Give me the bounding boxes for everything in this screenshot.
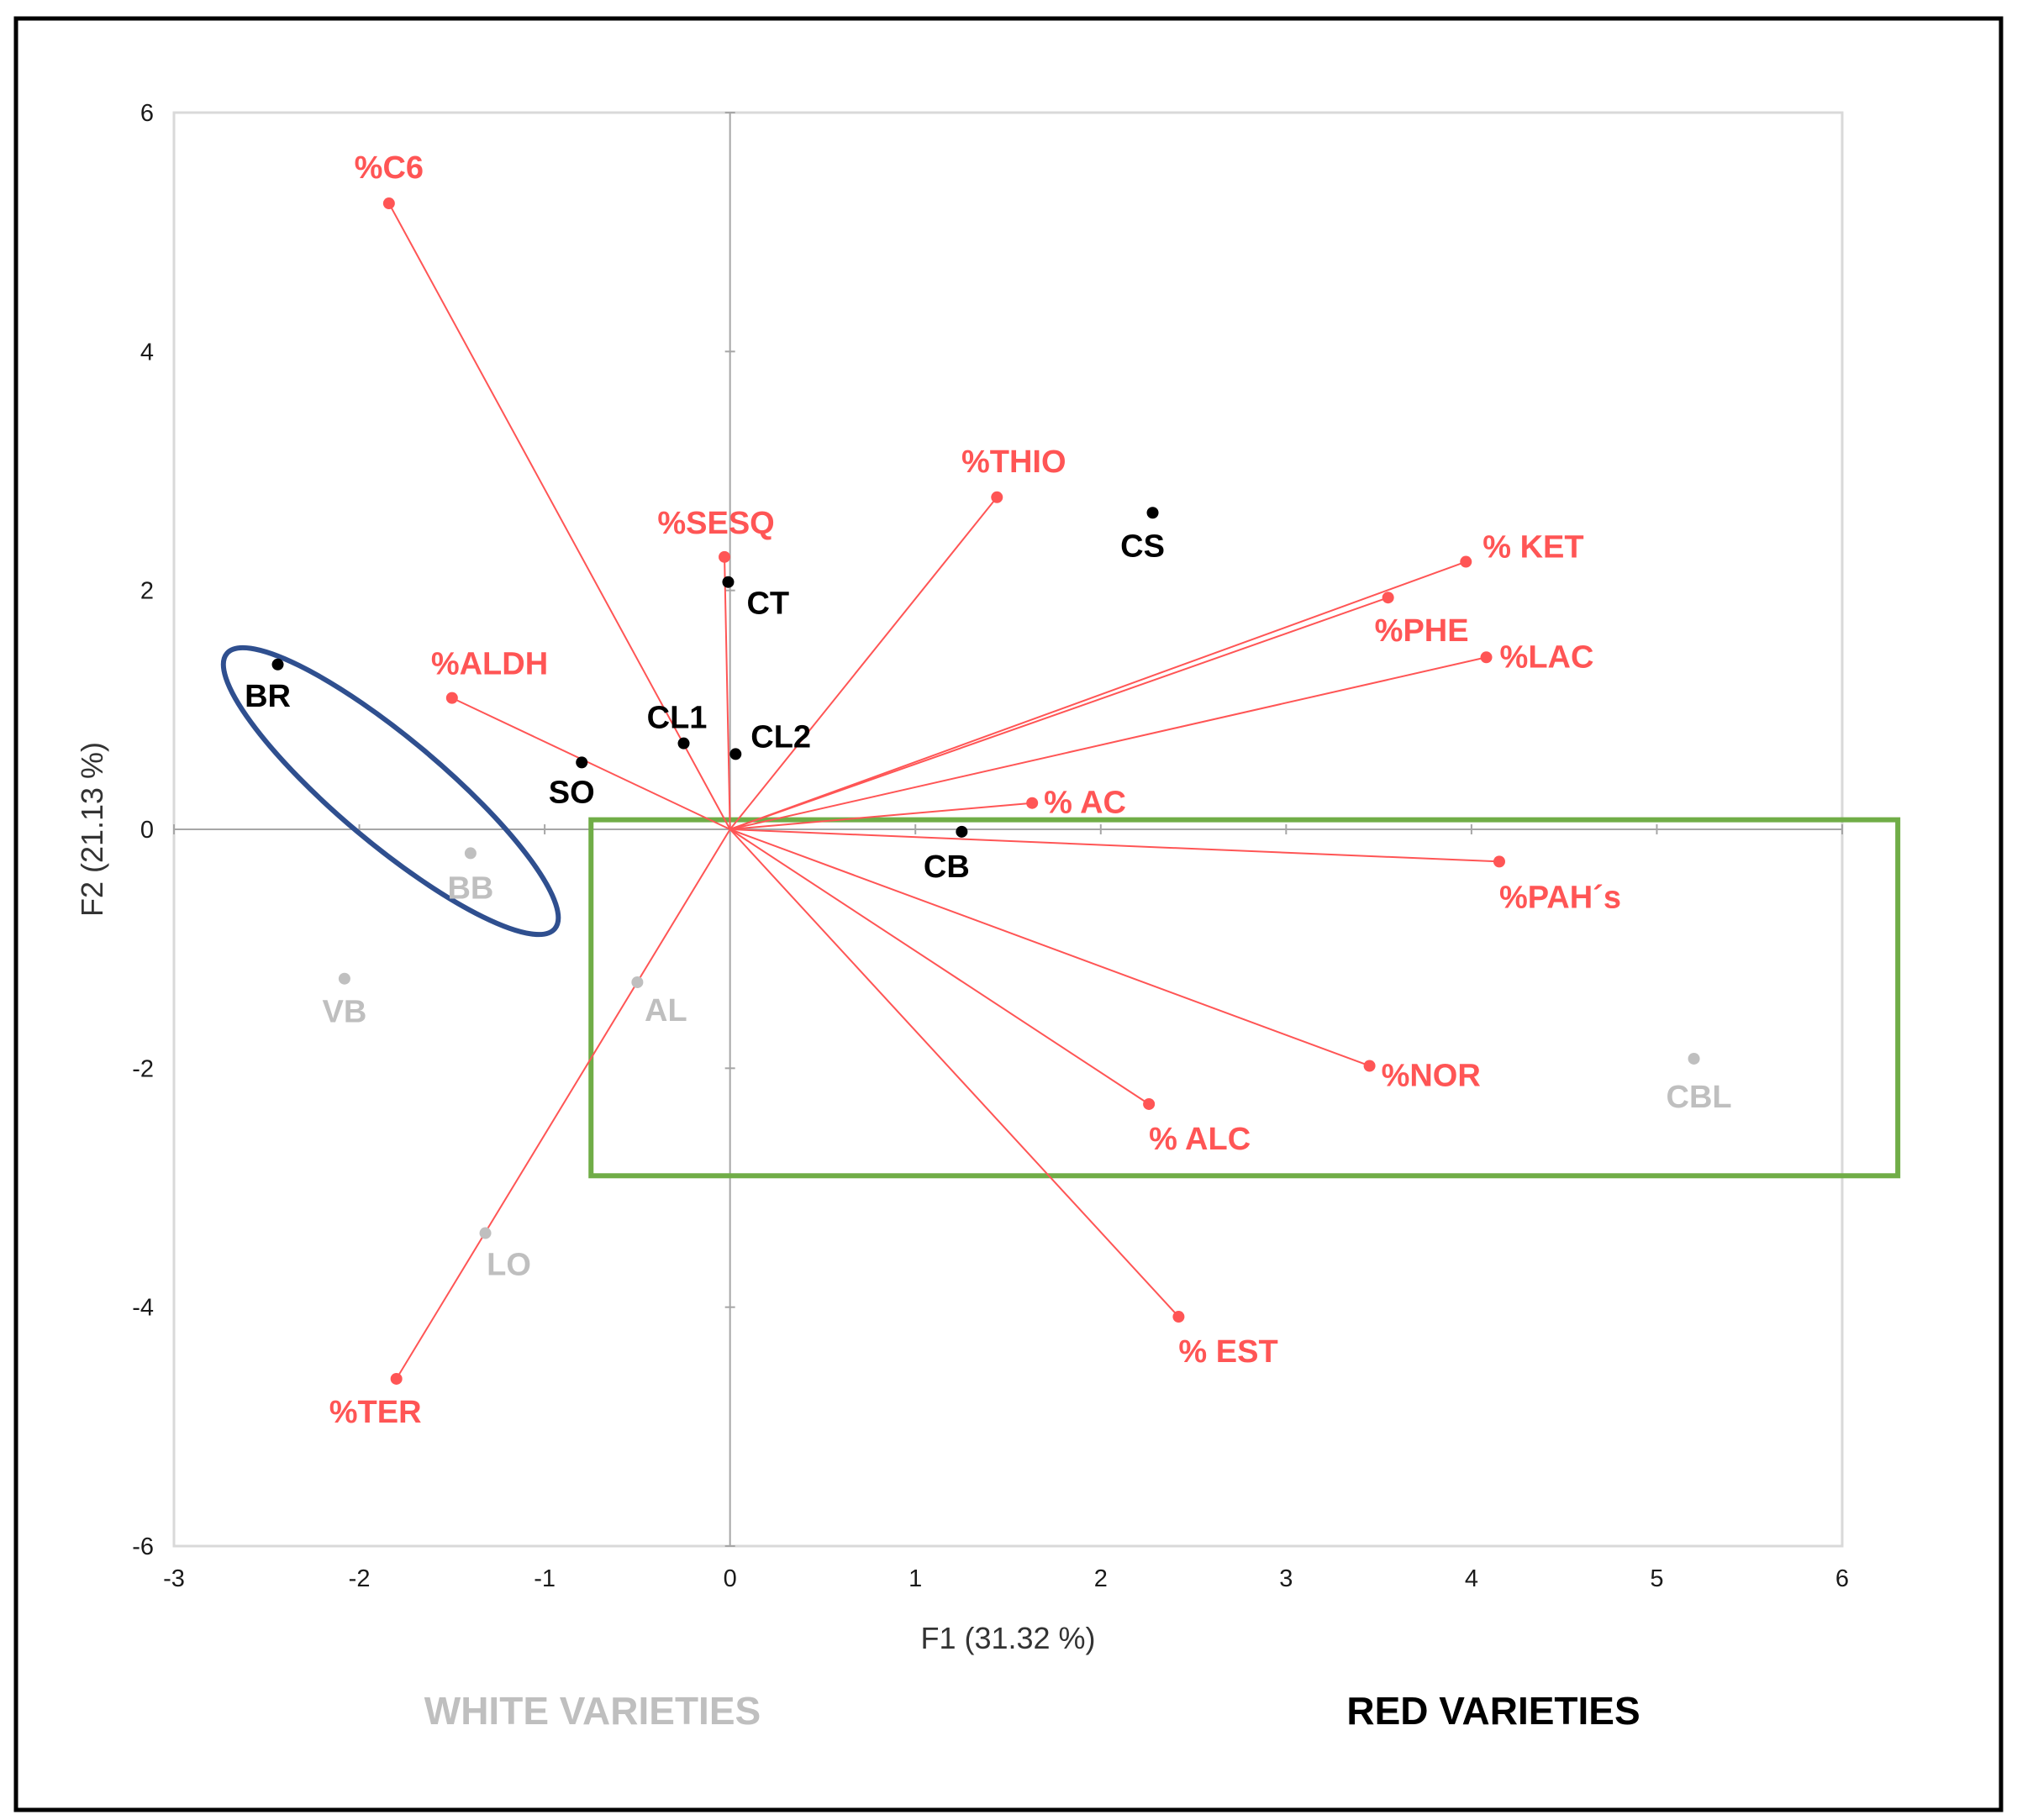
x-tick-label: 0: [724, 1565, 737, 1592]
variable-label: %PHE: [1375, 613, 1469, 649]
observation-point: [338, 972, 350, 985]
variable-vector: [729, 828, 1370, 1067]
observation-label: BR: [245, 679, 291, 714]
observation-point: [479, 1227, 492, 1239]
variable-vector: [724, 556, 731, 830]
variable-point: [390, 1372, 403, 1385]
variable-point: [1382, 592, 1394, 604]
observation-point: [956, 825, 968, 838]
y-tick-label: -6: [132, 1533, 154, 1560]
white-varieties-label: WHITE VARIETIES: [424, 1689, 761, 1733]
variable-vector: [729, 802, 1033, 830]
observation-point: [631, 976, 644, 988]
variable-point: [445, 692, 458, 704]
x-tick-label: 2: [1094, 1565, 1108, 1592]
observation-point: [464, 847, 477, 860]
observation-label: BB: [447, 871, 493, 906]
observation-point: [722, 576, 735, 588]
x-tick-label: 1: [908, 1565, 922, 1592]
variable-vector: [729, 828, 1150, 1105]
highlight-ellipse: [220, 644, 561, 938]
figure-border: [13, 16, 2004, 1812]
x-tick-label: 6: [1835, 1565, 1849, 1592]
observation-label: SO: [549, 775, 595, 810]
variable-vector: [729, 656, 1487, 830]
variable-label: %SESQ: [657, 506, 774, 541]
variable-point: [1363, 1060, 1376, 1072]
y-tick-label: -4: [132, 1295, 154, 1322]
x-tick-label: -3: [163, 1565, 185, 1592]
variable-label: %LAC: [1500, 639, 1594, 675]
variable-vector: [729, 560, 1467, 830]
y-tick-label: 6: [140, 100, 154, 127]
variable-vector: [729, 828, 1500, 863]
variable-vector: [395, 828, 731, 1380]
variable-label: %TER: [329, 1395, 422, 1430]
observation-point: [576, 756, 588, 769]
highlight-rectangle: [588, 817, 1901, 1179]
variable-label: % KET: [1482, 530, 1583, 565]
observation-point: [1146, 507, 1159, 519]
variable-label: %ALDH: [431, 647, 548, 682]
observation-point: [677, 737, 690, 750]
variable-point: [1172, 1311, 1185, 1323]
observation-label: CL2: [750, 719, 811, 755]
x-tick-label: -1: [534, 1565, 556, 1592]
variable-label: %THIO: [961, 444, 1066, 480]
y-tick-label: 4: [140, 339, 154, 366]
variable-point: [1493, 855, 1505, 868]
observation-point: [729, 748, 742, 760]
observation-label: CT: [746, 587, 789, 622]
x-tick-label: -2: [349, 1565, 371, 1592]
variable-label: %PAH´s: [1499, 880, 1621, 915]
variable-point: [1480, 651, 1493, 664]
variable-point: [382, 197, 395, 210]
variable-point: [1026, 797, 1039, 809]
variable-point: [1460, 555, 1472, 568]
x-tick-label: 5: [1650, 1565, 1663, 1592]
variable-vector: [451, 697, 731, 830]
observation-label: CB: [924, 850, 970, 885]
x-tick-label: 3: [1279, 1565, 1293, 1592]
variable-label: % EST: [1178, 1334, 1277, 1370]
variable-label: %NOR: [1382, 1058, 1481, 1093]
observation-label: VB: [323, 995, 367, 1030]
observation-point: [271, 658, 284, 671]
variable-vector: [729, 828, 1180, 1318]
observation-label: AL: [645, 993, 687, 1028]
observation-label: CL1: [647, 701, 708, 736]
red-varieties-label: RED VARIETIES: [1346, 1689, 1640, 1733]
y-axis-title: F2 (21.13 %): [75, 742, 109, 917]
y-tick-label: -2: [132, 1055, 154, 1082]
x-axis-title: F1 (31.32 %): [920, 1621, 1095, 1655]
observation-label: CS: [1120, 529, 1165, 564]
variable-point: [719, 550, 731, 563]
x-tick-label: 4: [1465, 1565, 1478, 1592]
variable-point: [991, 491, 1003, 503]
variable-label: % AC: [1044, 786, 1126, 821]
variable-vector: [387, 203, 731, 830]
variable-point: [1143, 1097, 1156, 1110]
observation-label: CBL: [1667, 1080, 1732, 1115]
variable-vector: [729, 497, 998, 830]
observation-point: [1688, 1052, 1700, 1065]
y-tick-label: 0: [140, 817, 154, 844]
y-tick-label: 2: [140, 578, 154, 605]
variable-vector: [729, 597, 1388, 830]
variable-label: %C6: [355, 150, 424, 186]
observation-label: LO: [487, 1248, 531, 1283]
variable-label: % ALC: [1149, 1122, 1251, 1157]
